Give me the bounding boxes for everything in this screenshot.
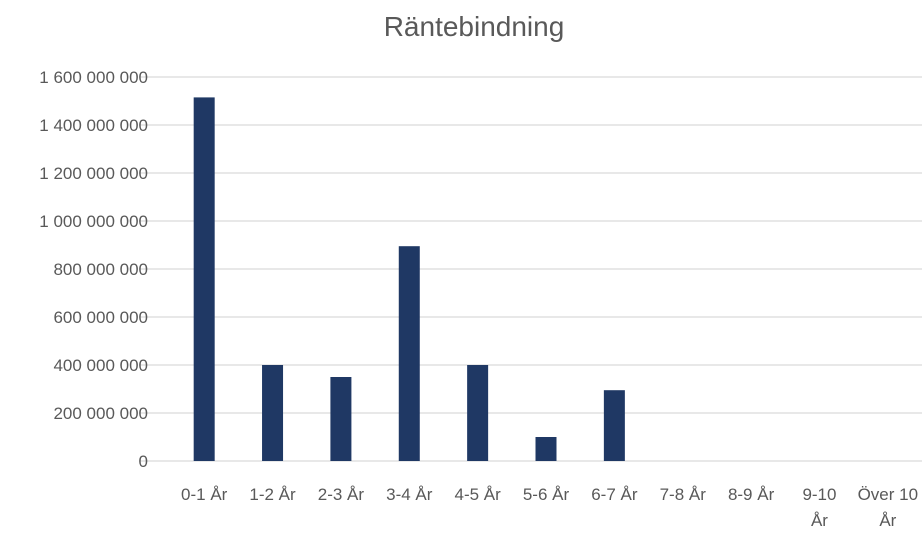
bar	[398, 246, 420, 461]
x-tick-label: 0-1 År	[181, 485, 228, 504]
y-tick-label: 600 000 000	[53, 308, 148, 327]
bar	[193, 97, 215, 462]
y-tick-label: 800 000 000	[53, 260, 148, 279]
y-tick-label: 1 400 000 000	[39, 116, 148, 135]
x-tick-label: 7-8 År	[660, 485, 707, 504]
bar	[603, 390, 625, 461]
x-tick-label: 1-2 År	[249, 485, 296, 504]
y-axis-ticks: 0 200 000 000 400 000 000 600 000 000 800 00…	[39, 68, 148, 471]
chart-title: Räntebindning	[384, 11, 565, 42]
y-tick-label: 1 000 000 000	[39, 212, 148, 231]
bar	[330, 377, 352, 461]
x-tick-label: 9-10 År	[802, 485, 836, 530]
x-tick-label: Över 10 År	[858, 485, 918, 530]
y-tick-label: 0	[139, 452, 148, 471]
y-tick-label: 1 200 000 000	[39, 164, 148, 183]
x-tick-label: 5-6 År	[523, 485, 570, 504]
bar	[535, 437, 557, 461]
y-tick-label: 400 000 000	[53, 356, 148, 375]
x-tick-label: 6-7 År	[591, 485, 638, 504]
x-tick-label: 2-3 År	[318, 485, 365, 504]
x-tick-label: 4-5 År	[454, 485, 501, 504]
x-tick-label: 3-4 År	[386, 485, 433, 504]
y-tick-label: 200 000 000	[53, 404, 148, 423]
bar	[467, 365, 489, 461]
gridlines	[140, 76, 922, 462]
bars	[193, 97, 625, 462]
y-tick-label: 1 600 000 000	[39, 68, 148, 87]
x-axis-ticks: 0-1 År 1-2 År 2-3 År 3-4 År 4-5 År 5-6 År 6-7 …	[181, 485, 918, 530]
x-tick-label: 8-9 År	[728, 485, 775, 504]
bar	[262, 365, 284, 461]
